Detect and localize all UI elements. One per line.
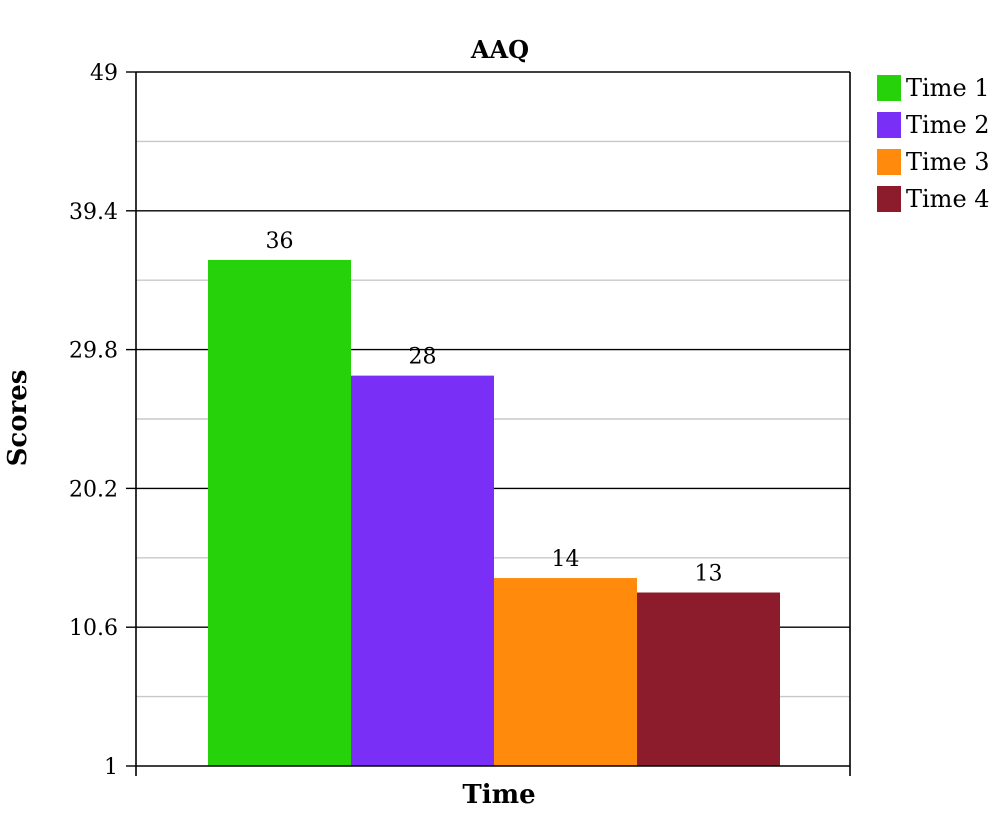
legend-label-1: Time 1 [906, 74, 990, 102]
legend-swatch-4 [877, 186, 901, 212]
y-tick-label: 39.4 [69, 200, 118, 225]
y-tick-label: 49 [90, 61, 118, 86]
x-axis-title: Time [462, 780, 535, 810]
data-label-1: 36 [266, 229, 294, 254]
bar-3 [494, 578, 637, 766]
legend-label-2: Time 2 [906, 111, 990, 139]
bar-1 [208, 259, 351, 766]
y-tick-label: 10.6 [69, 616, 118, 641]
y-tick-label: 1 [104, 755, 118, 780]
bar-4 [637, 592, 780, 766]
y-axis-title: Scores [3, 370, 33, 467]
legend-swatch-3 [877, 149, 901, 175]
legend-swatch-2 [877, 112, 901, 138]
legend-label-4: Time 4 [906, 185, 990, 213]
y-tick-labels: 1 10.6 20.2 29.8 39.4 49 [69, 61, 118, 780]
bar-2 [351, 375, 494, 766]
data-labels: 36 28 14 13 [266, 229, 723, 587]
chart-title: AAQ [470, 35, 529, 64]
bars [208, 259, 780, 766]
y-tick-label: 29.8 [69, 339, 118, 364]
data-label-3: 14 [552, 547, 580, 572]
data-label-2: 28 [409, 345, 437, 370]
data-label-4: 13 [695, 562, 723, 587]
legend-label-3: Time 3 [906, 148, 990, 176]
legend-swatch-1 [877, 75, 901, 101]
legend: Time 1 Time 2 Time 3 Time 4 [877, 74, 990, 213]
y-tick-label: 20.2 [69, 477, 118, 502]
